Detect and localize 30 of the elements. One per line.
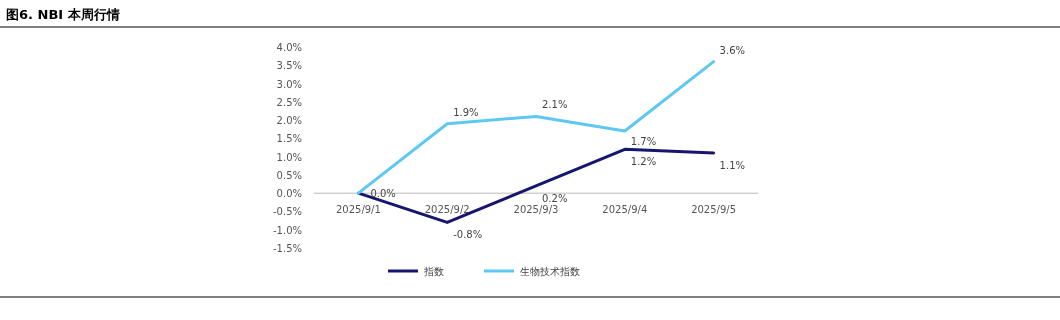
y-tick-label: 3.5%	[276, 60, 302, 72]
data-label: 1.9%	[453, 106, 479, 118]
x-tick-label: 2025/9/1	[335, 204, 381, 216]
y-tick-label: 4.0%	[276, 42, 302, 53]
x-tick-label: 2025/9/4	[602, 204, 648, 216]
data-label: 1.2%	[630, 156, 657, 168]
y-tick-label: 0.5%	[276, 169, 302, 181]
y-tick-label: -1.0%	[272, 224, 302, 236]
x-tick-label: 2025/9/2	[424, 204, 470, 216]
y-tick-label: -0.5%	[272, 206, 302, 218]
y-tick-label: 2.0%	[276, 115, 302, 127]
y-tick-label: 2.5%	[276, 96, 302, 108]
legend-label: 生物技术指数	[520, 266, 580, 277]
data-label: 1.1%	[719, 159, 746, 171]
x-tick-label: 2025/9/3	[513, 204, 559, 216]
text: 图6. NBI 本周行情	[6, 7, 120, 22]
data-label: 1.7%	[630, 136, 657, 148]
data-label: 3.6%	[719, 44, 746, 56]
data-label: 2.1%	[542, 99, 568, 111]
y-tick-label: 1.0%	[276, 151, 302, 163]
y-tick-label: 1.5%	[276, 133, 302, 145]
x-tick-label: 2025/9/5	[691, 204, 737, 216]
y-tick-label: -1.5%	[272, 243, 302, 254]
y-tick-label: 0.0%	[276, 188, 302, 200]
y-tick-label: 3.0%	[276, 78, 302, 90]
line-series	[356, 60, 716, 195]
data-label: -0.8%	[453, 229, 483, 241]
data-label: 0.0%	[370, 188, 396, 200]
legend-label: 指数	[423, 266, 444, 277]
data-label: 0.2%	[542, 192, 568, 204]
